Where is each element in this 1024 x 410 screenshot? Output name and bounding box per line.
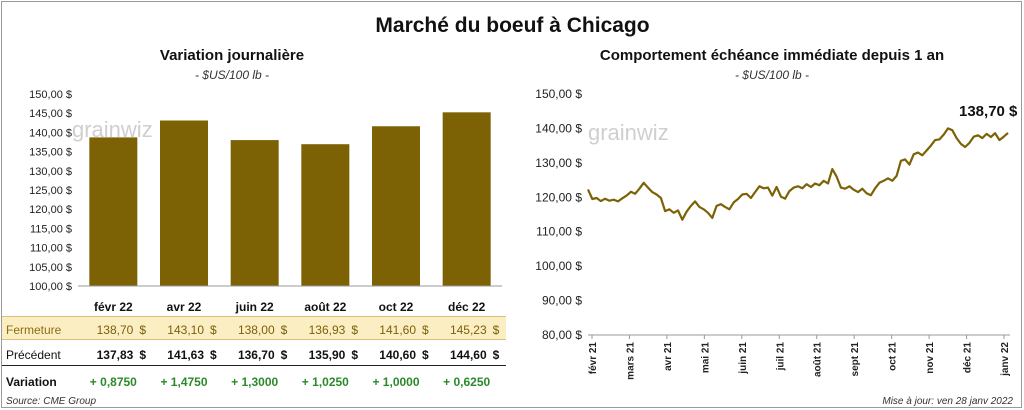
bar	[372, 126, 420, 286]
x-tick-label: mai 21	[700, 342, 711, 374]
x-category-label: oct 22	[379, 300, 414, 314]
y-tick-label: 150,00 $	[29, 89, 72, 101]
table-cell: 141,60	[379, 323, 416, 337]
y-tick-label: 120,00 $	[535, 190, 582, 204]
bar	[89, 137, 138, 286]
y-tick-label: 115,00 $	[30, 223, 72, 235]
currency-symbol: $	[139, 348, 147, 362]
table-cell: 137,83	[96, 348, 134, 362]
x-tick-label: juil 21	[775, 342, 786, 372]
table-row-fermeture: Fermeture 138,70 $143,10 $138,00 $136,93 $14…	[2, 316, 506, 340]
line-watermark: grainwiz	[588, 120, 669, 145]
x-tick-label: oct 21	[888, 342, 899, 371]
y-tick-label: 150,00 $	[535, 87, 582, 101]
x-tick-label: avr 21	[663, 342, 674, 371]
x-category-label: avr 22	[167, 300, 202, 314]
row-label: Variation	[6, 375, 57, 389]
y-tick-label: 140,00 $	[535, 121, 582, 135]
x-tick-label: déc 21	[963, 342, 974, 374]
table-cell: + 1,0250	[301, 375, 349, 389]
table-cell: 143,10	[167, 323, 204, 337]
last-value-label: 138,70 $	[959, 103, 1018, 120]
x-tick-label: févr 21	[588, 342, 599, 375]
table-cell: 144,60	[449, 348, 487, 362]
table-cell: + 1,4750	[160, 375, 208, 389]
y-tick-label: 125,00 $	[29, 185, 72, 197]
currency-symbol: $	[210, 323, 217, 337]
x-tick-label: août 21	[813, 342, 824, 377]
currency-symbol: $	[351, 348, 359, 362]
update-note: Mise à jour: ven 28 janv 2022	[882, 396, 1013, 407]
currency-symbol: $	[280, 348, 288, 362]
y-tick-label: 100,00 $	[29, 281, 72, 293]
x-tick-label: janv 22	[1000, 342, 1011, 377]
table-cell: 140,60	[379, 348, 416, 362]
table-cell: + 0,6250	[443, 375, 491, 389]
y-tick-label: 110,00 $	[30, 243, 72, 255]
y-tick-label: 105,00 $	[29, 262, 72, 274]
y-tick-label: 130,00 $	[29, 166, 72, 178]
x-category-label: déc 22	[448, 300, 486, 314]
y-tick-label: 90,00 $	[542, 294, 582, 308]
currency-symbol: $	[422, 323, 429, 337]
currency-symbol: $	[210, 348, 217, 362]
x-category-label: août 22	[304, 300, 346, 314]
table-cell: + 1,3000	[231, 375, 279, 389]
x-category-label: juin 22	[235, 300, 274, 314]
bar	[160, 120, 208, 286]
currency-symbol: $	[492, 323, 500, 337]
table-cell: 135,90	[308, 348, 346, 362]
y-tick-label: 130,00 $	[535, 156, 582, 170]
y-tick-label: 80,00 $	[542, 328, 582, 342]
table-cell: 145,23	[449, 323, 487, 337]
bar-chart-title: Variation journalière	[159, 47, 305, 64]
line-chart: grainwiz 80,00 $ 90,00 $ 100,00 $ 110,00 $ 1…	[535, 87, 1011, 380]
currency-symbol: $	[351, 323, 359, 337]
currency-symbol: $	[139, 323, 147, 337]
x-tick-label: sept 21	[850, 342, 861, 377]
row-label: Précédent	[6, 348, 61, 362]
currency-symbol: $	[422, 348, 429, 362]
x-tick-label: nov 21	[925, 342, 936, 374]
y-tick-label: 145,00 $	[29, 108, 72, 120]
x-tick-label: juin 21	[738, 342, 749, 375]
line-chart-title: Comportement échéance immédiate depuis 1…	[599, 47, 945, 64]
bar-chart: grainwiz 100,00 $105,00 $110,00 $115,00 …	[29, 89, 502, 314]
currency-symbol: $	[280, 323, 288, 337]
y-tick-label: 140,00 $	[29, 127, 72, 139]
table-cell: + 1,0000	[372, 375, 420, 389]
currency-symbol: $	[492, 348, 500, 362]
bar	[442, 112, 491, 286]
table-cell: 138,70	[96, 323, 134, 337]
y-tick-label: 100,00 $	[535, 259, 582, 273]
y-tick-label: 110,00 $	[536, 225, 582, 239]
table-row-precedent: Précédent 137,83 $141,63 $136,70 $135,90 $14…	[2, 342, 506, 366]
table-cell: 136,93	[308, 323, 346, 337]
table-cell: 136,70	[237, 348, 275, 362]
x-category-label: févr 22	[94, 300, 133, 314]
table-cell: + 0,8750	[89, 375, 137, 389]
line-chart-unit: - $US/100 lb -	[734, 68, 810, 82]
bar	[230, 140, 279, 286]
bar	[301, 144, 350, 286]
y-tick-label: 120,00 $	[29, 204, 72, 216]
main-title: Marché du boeuf à Chicago	[375, 14, 650, 37]
table-row-variation: Variation + 0,8750 + 1,4750 + 1,3000 + 1,02…	[2, 369, 506, 393]
row-label: Fermeture	[6, 323, 62, 337]
x-tick-label: mars 21	[625, 342, 636, 380]
bar-chart-unit: - $US/100 lb -	[194, 68, 270, 82]
y-tick-label: 135,00 $	[29, 147, 72, 159]
source-note: Source: CME Group	[6, 396, 97, 407]
price-line	[586, 127, 1009, 221]
table-cell: 141,63	[167, 348, 204, 362]
table-cell: 138,00	[237, 323, 275, 337]
